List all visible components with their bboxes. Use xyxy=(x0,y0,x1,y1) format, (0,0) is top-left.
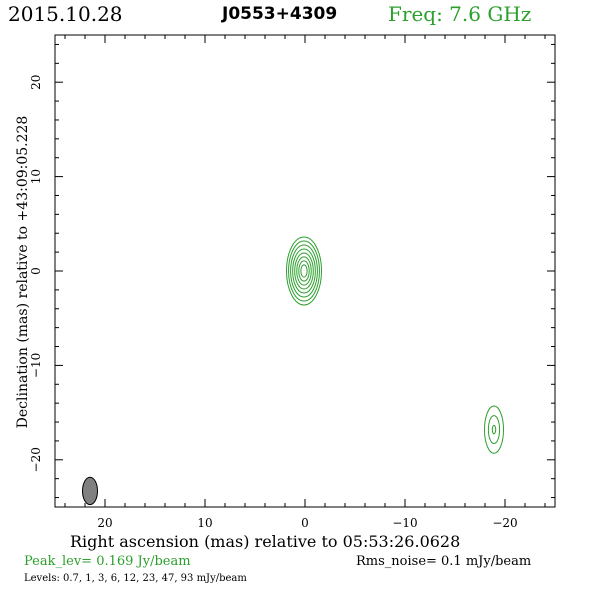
contour-core xyxy=(286,236,322,306)
y-tick-label: 20 xyxy=(29,75,43,90)
x-tick-label: 20 xyxy=(97,516,112,530)
contour-core xyxy=(294,252,314,290)
beam-layer xyxy=(82,476,98,506)
source-name: J0553+4309 xyxy=(222,4,338,24)
x-tick-label: 0 xyxy=(301,516,309,530)
y-tick-label: 10 xyxy=(29,169,43,184)
contour-core xyxy=(288,240,320,302)
frequency-label: Freq: 7.6 GHz xyxy=(388,2,532,26)
contour-secondary xyxy=(487,415,501,445)
y-axis-label-container: Declination (mas) relative to +43:09:05.… xyxy=(8,0,38,590)
x-tick-label: −10 xyxy=(392,516,417,530)
y-tick-label: 0 xyxy=(29,267,43,275)
y-tick-label: −10 xyxy=(29,353,43,378)
contour-secondary xyxy=(484,405,504,454)
contour-core xyxy=(298,260,310,282)
axes-layer: 20 10 0 −10 −20 20 10 0 −10 −20 xyxy=(29,34,556,530)
x-tick-label: 10 xyxy=(197,516,212,530)
y-axis-label: Declination (mas) relative to +43:09:05.… xyxy=(15,115,31,429)
contour-secondary xyxy=(491,424,497,435)
contour-core xyxy=(292,248,316,294)
observation-date: 2015.10.28 xyxy=(8,2,123,26)
beam-ellipse xyxy=(82,476,98,506)
plot-frame xyxy=(54,34,556,508)
contour-core xyxy=(300,264,308,278)
x-axis-label: Right ascension (mas) relative to 05:53:… xyxy=(70,532,461,551)
contours-layer xyxy=(286,236,504,454)
contour-core xyxy=(296,256,312,286)
x-tick-label: −20 xyxy=(492,516,517,530)
peak-level: Peak_lev= 0.169 Jy/beam xyxy=(24,554,191,569)
y-tick-label: −20 xyxy=(29,447,43,472)
contour-levels: Levels: 0.7, 1, 3, 6, 12, 23, 47, 93 mJy… xyxy=(24,573,247,584)
rms-noise: Rms_noise= 0.1 mJy/beam xyxy=(356,554,532,569)
contour-core xyxy=(290,244,318,298)
